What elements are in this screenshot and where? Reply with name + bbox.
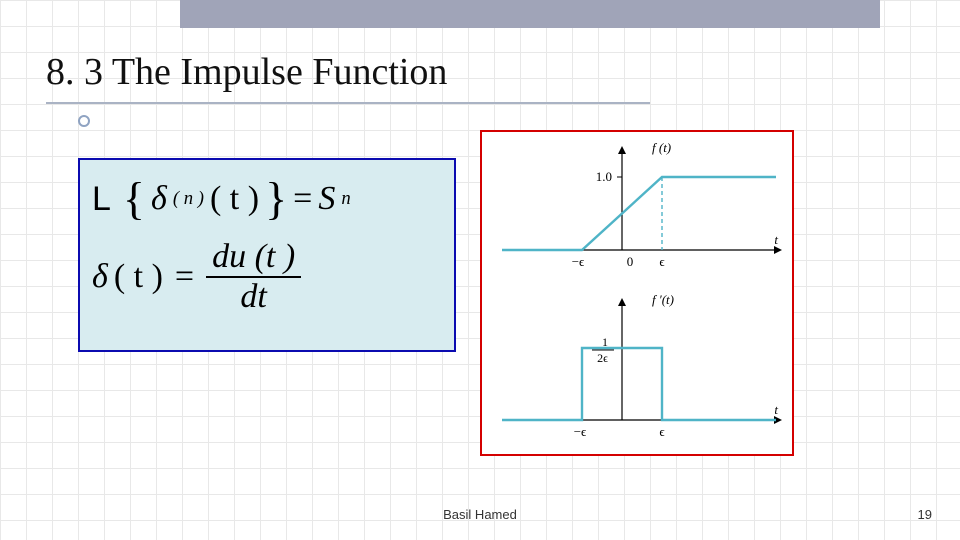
footer-page-number: 19 xyxy=(918,507,932,522)
delta-arg: ( t ) xyxy=(210,182,259,216)
slide-title: 8. 3 The Impulse Function xyxy=(46,50,646,94)
formula-box: L { δ ( n ) ( t ) } = S n δ ( t ) = du (… xyxy=(78,158,456,352)
close-brace: } xyxy=(265,176,287,222)
S-symbol: S xyxy=(318,182,335,216)
delta-arg-2: ( t ) xyxy=(114,260,163,294)
fraction: du (t ) dt xyxy=(206,240,301,314)
title-underline-dot xyxy=(78,115,90,127)
svg-text:−ϵ: −ϵ xyxy=(572,254,585,269)
title-underline xyxy=(46,102,650,104)
top-band-decoration xyxy=(180,0,880,28)
footer-author: Basil Hamed xyxy=(0,507,960,522)
fraction-numerator: du (t ) xyxy=(206,240,301,274)
delta-symbol-2: δ xyxy=(92,260,108,294)
delta-symbol: δ xyxy=(151,182,167,216)
slide: 8. 3 The Impulse Function L { δ ( n ) ( … xyxy=(0,0,960,540)
S-superscript-n: n xyxy=(341,190,350,209)
formula-eq-1: L { δ ( n ) ( t ) } = S n xyxy=(92,176,442,222)
svg-text:ϵ: ϵ xyxy=(659,254,664,269)
equals-sign-2: = xyxy=(175,260,194,294)
fraction-denominator: dt xyxy=(234,280,272,314)
figure-box: 1.0−ϵ0ϵf (t)t12ϵ−ϵϵf ′(t)t xyxy=(480,130,794,456)
svg-text:f (t): f (t) xyxy=(652,140,671,155)
formula-eq-2: δ ( t ) = du (t ) dt xyxy=(92,240,442,314)
svg-text:ϵ: ϵ xyxy=(659,424,664,439)
svg-text:t: t xyxy=(774,402,778,417)
equals-sign: = xyxy=(293,182,312,216)
figure-svg: 1.0−ϵ0ϵf (t)t12ϵ−ϵϵf ′(t)t xyxy=(482,132,792,454)
svg-text:1.0: 1.0 xyxy=(596,169,612,184)
svg-text:−ϵ: −ϵ xyxy=(574,424,587,439)
delta-superscript-n: ( n ) xyxy=(173,190,204,209)
svg-text:0: 0 xyxy=(627,254,634,269)
laplace-symbol: L xyxy=(92,182,111,216)
title-block: 8. 3 The Impulse Function xyxy=(46,50,646,104)
open-brace: { xyxy=(123,176,145,222)
svg-text:t: t xyxy=(774,232,778,247)
svg-text:f ′(t): f ′(t) xyxy=(652,292,674,307)
svg-text:2ϵ: 2ϵ xyxy=(597,351,608,365)
